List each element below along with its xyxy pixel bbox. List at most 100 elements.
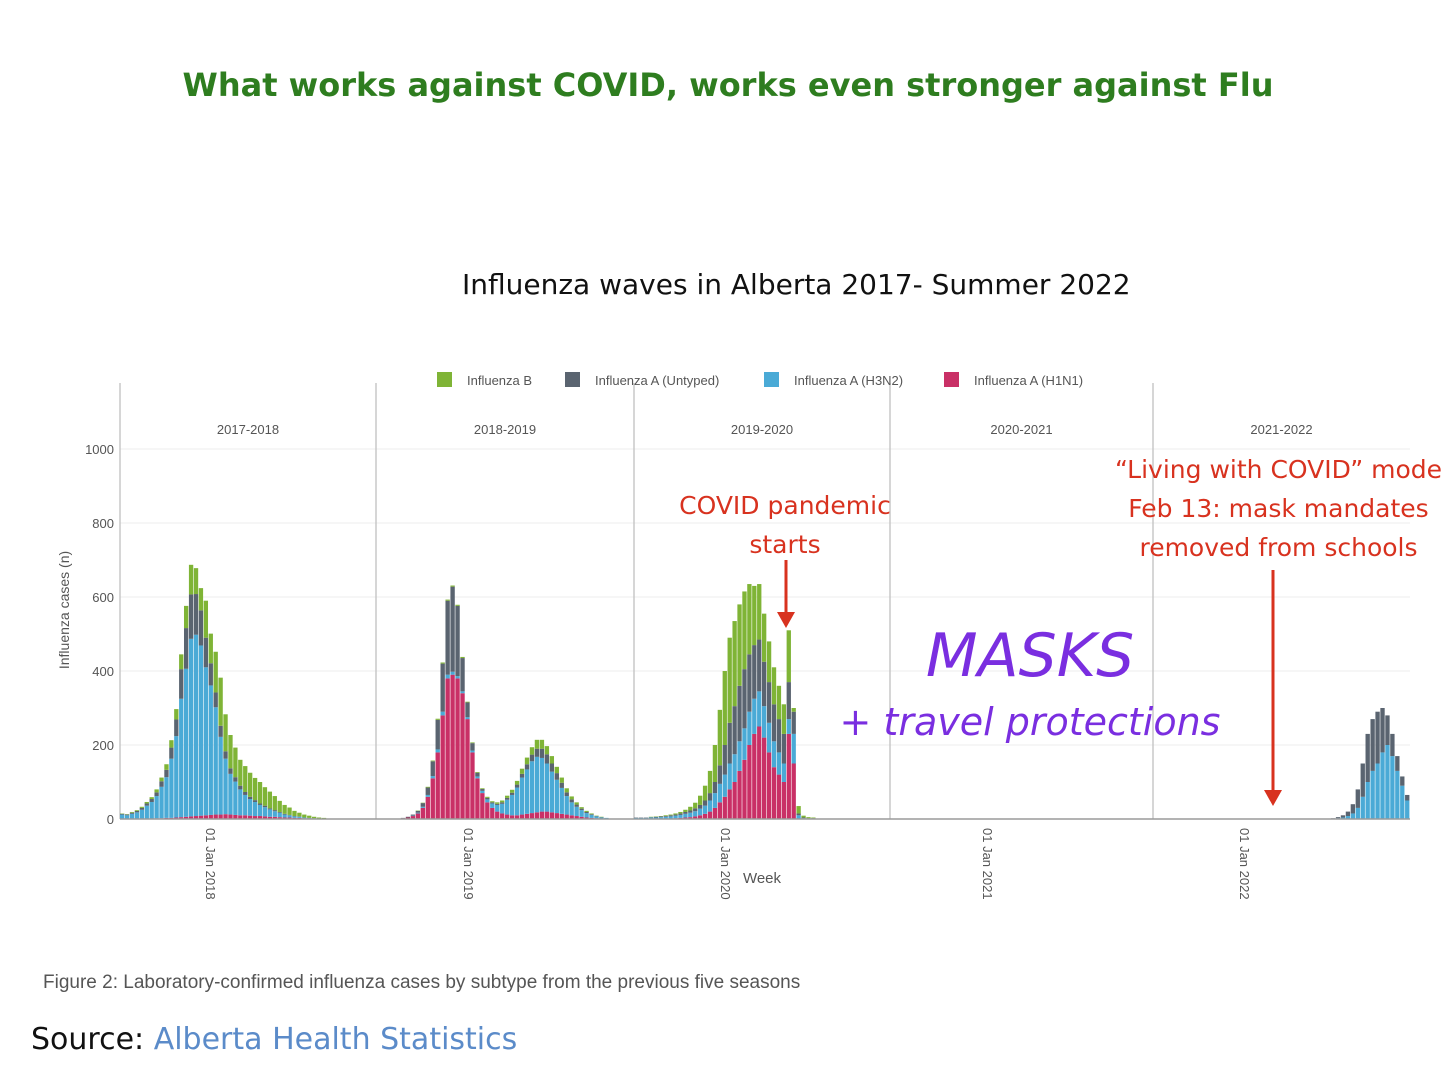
bar-h1n1	[732, 782, 737, 819]
bar-untyped	[420, 803, 426, 807]
bar-b	[737, 604, 742, 686]
bar-h3n2	[589, 814, 594, 818]
bar-h3n2	[272, 811, 277, 817]
living-with-covid-annotation: “Living with COVID” mode Feb 13: mask ma…	[1096, 450, 1456, 567]
bar-h3n2	[579, 810, 584, 817]
source-link[interactable]: Alberta Health Statistics	[153, 1022, 518, 1057]
bar-untyped	[534, 748, 540, 757]
season-label: 2021-2022	[1250, 422, 1312, 437]
bar-untyped	[727, 722, 732, 764]
bar-b	[574, 802, 579, 805]
bar-untyped	[1390, 733, 1395, 757]
source-label: Source:	[31, 1022, 145, 1057]
bar-b	[757, 584, 762, 640]
bar-b	[747, 584, 752, 655]
bar-b	[752, 585, 757, 646]
bar-untyped	[465, 702, 470, 718]
bar-b	[307, 815, 312, 818]
bar-b	[485, 796, 490, 798]
bar-untyped	[1335, 817, 1341, 819]
bar-untyped	[470, 743, 475, 751]
bar-b	[544, 746, 550, 755]
bar-untyped	[198, 610, 204, 646]
bar-h3n2	[717, 783, 723, 803]
bar-h1n1	[277, 817, 282, 819]
x-tick-label: 01 Jan 2022	[1237, 828, 1252, 900]
bar-b	[509, 789, 515, 793]
y-tick-label: 400	[92, 664, 114, 679]
bar-h1n1	[445, 678, 450, 819]
bar-untyped	[514, 784, 520, 788]
bar-untyped	[1370, 719, 1375, 771]
bar-h1n1	[480, 793, 485, 819]
bar-untyped	[663, 816, 668, 817]
bar-h3n2	[450, 671, 455, 675]
bar-untyped	[179, 669, 184, 699]
bar-h3n2	[544, 763, 550, 812]
page-headline: What works against COVID, works even str…	[182, 66, 1274, 104]
bar-h3n2	[673, 815, 678, 819]
bar-h3n2	[257, 804, 263, 817]
bar-h1n1	[529, 813, 535, 819]
bar-h3n2	[480, 790, 485, 794]
bar-h3n2	[727, 763, 732, 790]
bar-untyped	[791, 711, 796, 734]
bar-h3n2	[1405, 800, 1410, 819]
bar-h3n2	[549, 771, 555, 813]
bar-untyped	[450, 586, 455, 672]
bar-b	[184, 605, 189, 629]
bar-b	[579, 807, 584, 809]
bar-h3n2	[193, 634, 199, 817]
bar-b	[781, 704, 787, 734]
bar-b	[139, 806, 145, 808]
bar-untyped	[485, 797, 490, 800]
bar-b	[806, 817, 811, 819]
x-axis-title: Week	[743, 870, 782, 887]
bar-h1n1	[752, 733, 757, 819]
bar-h1n1	[776, 774, 782, 819]
bar-h3n2	[415, 812, 421, 814]
bar-h3n2	[198, 645, 204, 816]
bar-h1n1	[465, 719, 470, 819]
bar-b	[801, 815, 806, 818]
bar-untyped	[1400, 776, 1405, 786]
bar-h1n1	[727, 789, 732, 819]
bar-untyped	[425, 787, 430, 795]
season-label: 2018-2019	[474, 422, 536, 437]
bar-h3n2	[277, 812, 282, 818]
bar-b	[233, 747, 238, 778]
bar-b	[218, 677, 223, 726]
bar-h3n2	[564, 796, 569, 815]
chart-title: Influenza waves in Alberta 2017- Summer …	[462, 268, 1131, 301]
bar-b	[519, 768, 525, 774]
bar-b	[693, 802, 698, 809]
bar-b	[302, 814, 307, 818]
bar-h3n2	[702, 805, 708, 814]
legend-label: Influenza A (H3N2)	[794, 373, 903, 388]
bar-untyped	[539, 748, 545, 758]
bar-h3n2	[776, 752, 782, 775]
bar-h3n2	[781, 763, 787, 782]
bar-h3n2	[500, 803, 505, 814]
bar-h1n1	[786, 733, 791, 819]
bar-h1n1	[509, 815, 515, 819]
bar-h1n1	[470, 752, 475, 819]
bar-h1n1	[791, 763, 796, 819]
bar-h3n2	[495, 804, 500, 812]
bar-untyped	[747, 654, 752, 712]
bar-h1n1	[569, 815, 574, 819]
bar-h3n2	[420, 806, 426, 808]
bar-b	[554, 766, 559, 774]
travel-protections-label: + travel protections	[839, 700, 1221, 744]
bar-h3n2	[440, 711, 445, 716]
bar-untyped	[243, 791, 248, 795]
bar-h1n1	[238, 815, 243, 819]
bar-h3n2	[574, 806, 579, 817]
bar-b	[455, 604, 460, 606]
bar-h3n2	[747, 711, 752, 745]
bar-untyped	[584, 811, 589, 814]
bar-h1n1	[766, 752, 772, 819]
bar-h1n1	[272, 816, 277, 819]
bar-untyped	[529, 754, 535, 762]
bar-h3n2	[514, 787, 520, 816]
